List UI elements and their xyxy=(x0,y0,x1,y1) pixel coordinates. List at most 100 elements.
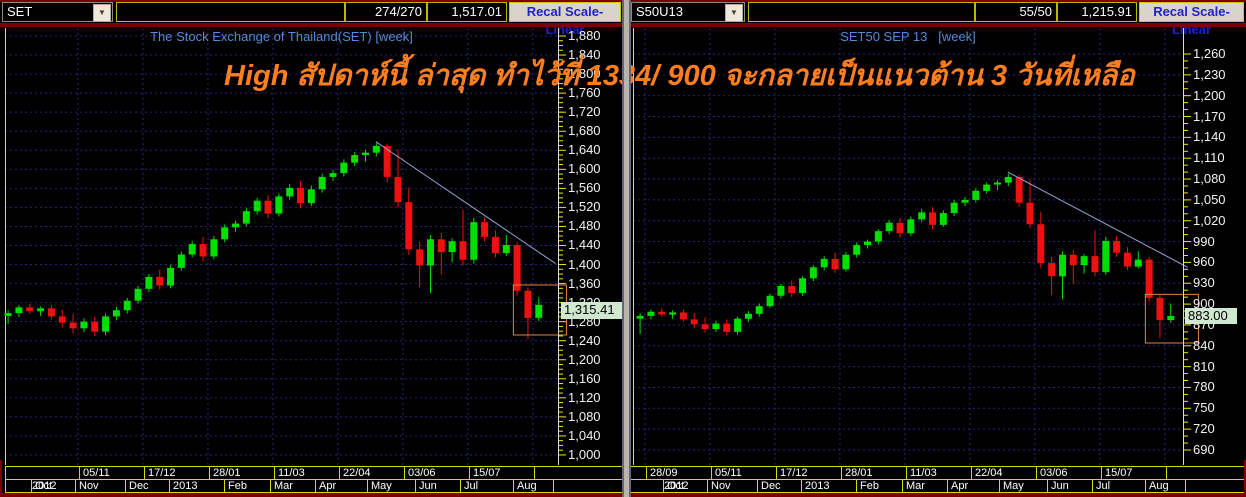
candlestick-plot-right[interactable] xyxy=(633,28,1199,465)
x-axis-date-cell: 28/01 xyxy=(841,467,906,479)
y-axis-label: 1,230 xyxy=(1193,66,1226,82)
candle-body xyxy=(918,212,926,220)
candle-body xyxy=(416,249,424,266)
order-entry-field-right[interactable] xyxy=(748,2,975,22)
order-entry-field-left[interactable] xyxy=(116,2,345,22)
candle-body xyxy=(929,212,937,225)
y-axis-ticks xyxy=(559,35,566,456)
candle-body xyxy=(372,145,380,153)
candle-body xyxy=(253,200,261,212)
y-axis-label: 1,520 xyxy=(568,199,601,215)
x-axis-date-cell: 22/04 xyxy=(339,467,404,479)
candle-body xyxy=(188,244,196,255)
symbol-dropdown-right[interactable]: S50U13 ▼ xyxy=(631,2,745,22)
candle-body xyxy=(491,236,499,254)
window-border-right xyxy=(1244,460,1246,497)
x-axis-month-cell: Dec xyxy=(125,480,169,492)
candle-body xyxy=(351,155,359,163)
x-axis-months-right: Oct 2012 Nov Dec 2013 Feb Mar Apr May Jun Jul Aug xyxy=(628,479,1246,493)
dropdown-arrow-icon[interactable]: ▼ xyxy=(93,4,111,22)
candle-body xyxy=(636,315,644,319)
y-axis-label: 1,200 xyxy=(568,351,601,367)
y-axis-label: 1,720 xyxy=(568,104,601,120)
y-axis-label: 900 xyxy=(1193,296,1215,312)
candle-body xyxy=(58,316,66,323)
panel-splitter[interactable] xyxy=(622,0,631,497)
candle-body xyxy=(448,241,456,253)
y-axis-label: 1,680 xyxy=(568,123,601,139)
y-axis-label: 840 xyxy=(1193,337,1215,353)
chart-title-left: The Stock Exchange of Thailand(SET) [wee… xyxy=(150,29,413,44)
candle-body xyxy=(1113,240,1121,253)
candle-body xyxy=(874,231,882,242)
window-border-left xyxy=(0,460,2,497)
candle-body xyxy=(1156,297,1164,321)
candle-body xyxy=(734,318,742,332)
dropdown-arrow-icon[interactable]: ▼ xyxy=(725,4,743,22)
x-axis-date-cell: 17/12 xyxy=(144,467,209,479)
candle-body xyxy=(80,321,88,329)
candle-body xyxy=(199,244,207,257)
y-axis-label: 1,360 xyxy=(568,275,601,291)
candle-body xyxy=(15,307,23,314)
candle-body xyxy=(340,162,348,174)
candle-body xyxy=(383,145,391,177)
x-axis-year-overlay: 2012 xyxy=(664,480,689,492)
candle-body xyxy=(669,312,677,315)
candle-body xyxy=(766,295,774,307)
x-axis-date-cell xyxy=(534,467,622,479)
y-axis-label: 1,120 xyxy=(568,389,601,405)
x-axis-date-cell: 17/12 xyxy=(776,467,841,479)
y-axis-label: 1,640 xyxy=(568,142,601,158)
y-axis-label: 1,600 xyxy=(568,161,601,177)
candle-body xyxy=(437,239,445,253)
candle-body xyxy=(524,290,532,318)
y-axis-label: 1,880 xyxy=(568,28,601,43)
y-axis-right-panel: 690 720 750 780 810 840 870 900 930 960 990 1,020 1,… xyxy=(1183,28,1246,465)
candle-body xyxy=(481,222,489,237)
candlestick-plot-left[interactable] xyxy=(4,28,567,465)
y-axis-label: 990 xyxy=(1193,233,1215,249)
recal-scale-button-left[interactable]: Recal Scale-Linear xyxy=(509,2,621,37)
candle-body xyxy=(426,239,434,266)
candle-body xyxy=(820,258,828,268)
x-axis-month-cell: Oct xyxy=(31,480,75,492)
downtrend-line xyxy=(1007,171,1188,268)
x-axis-month-cell: Nov xyxy=(75,480,125,492)
x-axis-month-cell: May xyxy=(367,480,415,492)
y-axis-label: 1,440 xyxy=(568,237,601,253)
candle-body xyxy=(1102,240,1110,273)
candle-body xyxy=(26,307,34,312)
candle-body xyxy=(1145,259,1153,298)
y-axis-label: 1,840 xyxy=(568,47,601,63)
candle-body xyxy=(37,308,45,312)
price-chart-left[interactable] xyxy=(4,28,567,465)
candle-body xyxy=(690,319,698,325)
candle-body xyxy=(842,254,850,270)
x-axis-month-cell: 2013 xyxy=(801,480,856,492)
candle-body xyxy=(1048,263,1056,277)
y-axis-label: 930 xyxy=(1193,275,1215,291)
candle-body xyxy=(134,288,142,301)
x-axis-date-cell: 03/06 xyxy=(404,467,469,479)
y-axis-label: 1,080 xyxy=(1193,171,1226,187)
price-chart-right[interactable] xyxy=(633,28,1199,465)
x-axis-date-cell: 03/06 xyxy=(1036,467,1101,479)
y-axis-label: 1,400 xyxy=(568,256,601,272)
y-axis-label: 750 xyxy=(1193,400,1215,416)
y-axis-label: 1,560 xyxy=(568,180,601,196)
candle-body xyxy=(69,322,77,329)
y-axis-label: 1,110 xyxy=(1193,150,1225,166)
y-axis-label: 780 xyxy=(1193,379,1215,395)
x-axis-date-cell: 28/01 xyxy=(209,467,274,479)
candle-body xyxy=(679,312,687,320)
recal-scale-button-right[interactable]: Recal Scale-Linear xyxy=(1139,2,1244,37)
candle-body xyxy=(864,241,872,246)
candle-body xyxy=(1134,259,1142,267)
candle-body xyxy=(896,222,904,234)
y-axis-label: 1,240 xyxy=(568,332,601,348)
symbol-dropdown-left[interactable]: SET ▼ xyxy=(2,2,113,22)
symbol-dropdown-right-value: S50U13 xyxy=(636,4,683,19)
candle-body xyxy=(177,254,185,268)
x-axis-month-cell: May xyxy=(999,480,1047,492)
